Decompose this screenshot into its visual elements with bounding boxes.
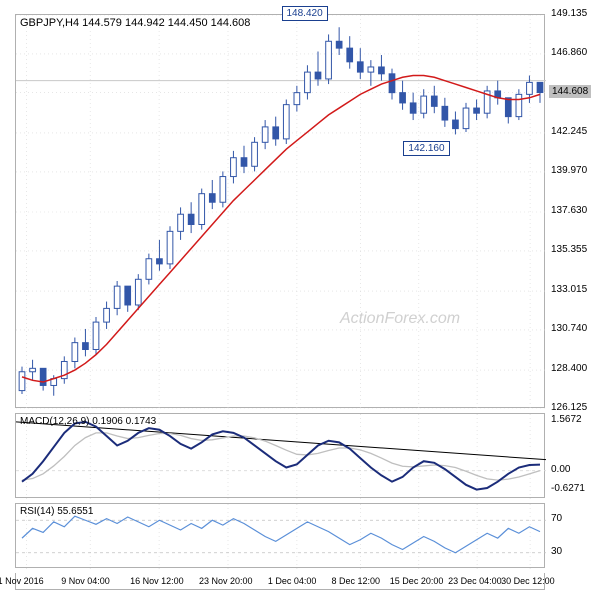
xaxis-tick: 8 Dec 12:00 (332, 576, 381, 586)
xaxis-tick: 23 Dec 04:00 (448, 576, 502, 586)
macd-ytick: 0.00 (551, 464, 570, 475)
price-annotation: 148.420 (282, 6, 328, 21)
rsi-ytick: 30 (551, 546, 562, 557)
macd-label: MACD(12,26,9) 0.1906 0.1743 (20, 416, 156, 427)
price-current: 144.608 (549, 85, 591, 98)
watermark: ActionForex.com (340, 310, 460, 328)
price-panel (15, 14, 545, 408)
price-ytick: 139.970 (551, 165, 587, 176)
xaxis-tick: 15 Dec 20:00 (390, 576, 444, 586)
price-ytick: 133.015 (551, 284, 587, 295)
rsi-panel (15, 503, 545, 568)
xaxis-tick: 23 Nov 20:00 (199, 576, 253, 586)
macd-ytick: -0.6271 (551, 483, 585, 494)
symbol-header: GBPJPY,H4 144.579 144.942 144.450 144.60… (20, 17, 250, 29)
xaxis-tick: 1 Dec 04:00 (268, 576, 317, 586)
xaxis-tick: 1 Nov 2016 (0, 576, 44, 586)
price-chart-svg (16, 15, 546, 409)
macd-ytick: 1.5672 (551, 414, 582, 425)
price-ytick: 130.740 (551, 323, 587, 334)
price-ytick: 128.400 (551, 363, 587, 374)
rsi-ytick: 70 (551, 513, 562, 524)
price-ytick: 149.135 (551, 8, 587, 19)
price-ytick: 146.860 (551, 47, 587, 58)
price-ytick: 142.245 (551, 126, 587, 137)
price-ytick: 126.125 (551, 402, 587, 413)
price-annotation: 142.160 (403, 141, 449, 156)
rsi-label: RSI(14) 55.6551 (20, 506, 93, 517)
price-ytick: 137.630 (551, 205, 587, 216)
rsi-chart-svg (16, 504, 546, 569)
xaxis-tick: 16 Nov 12:00 (130, 576, 184, 586)
xaxis-tick: 30 Dec 12:00 (501, 576, 555, 586)
xaxis-tick: 9 Nov 04:00 (61, 576, 110, 586)
price-ytick: 135.355 (551, 244, 587, 255)
